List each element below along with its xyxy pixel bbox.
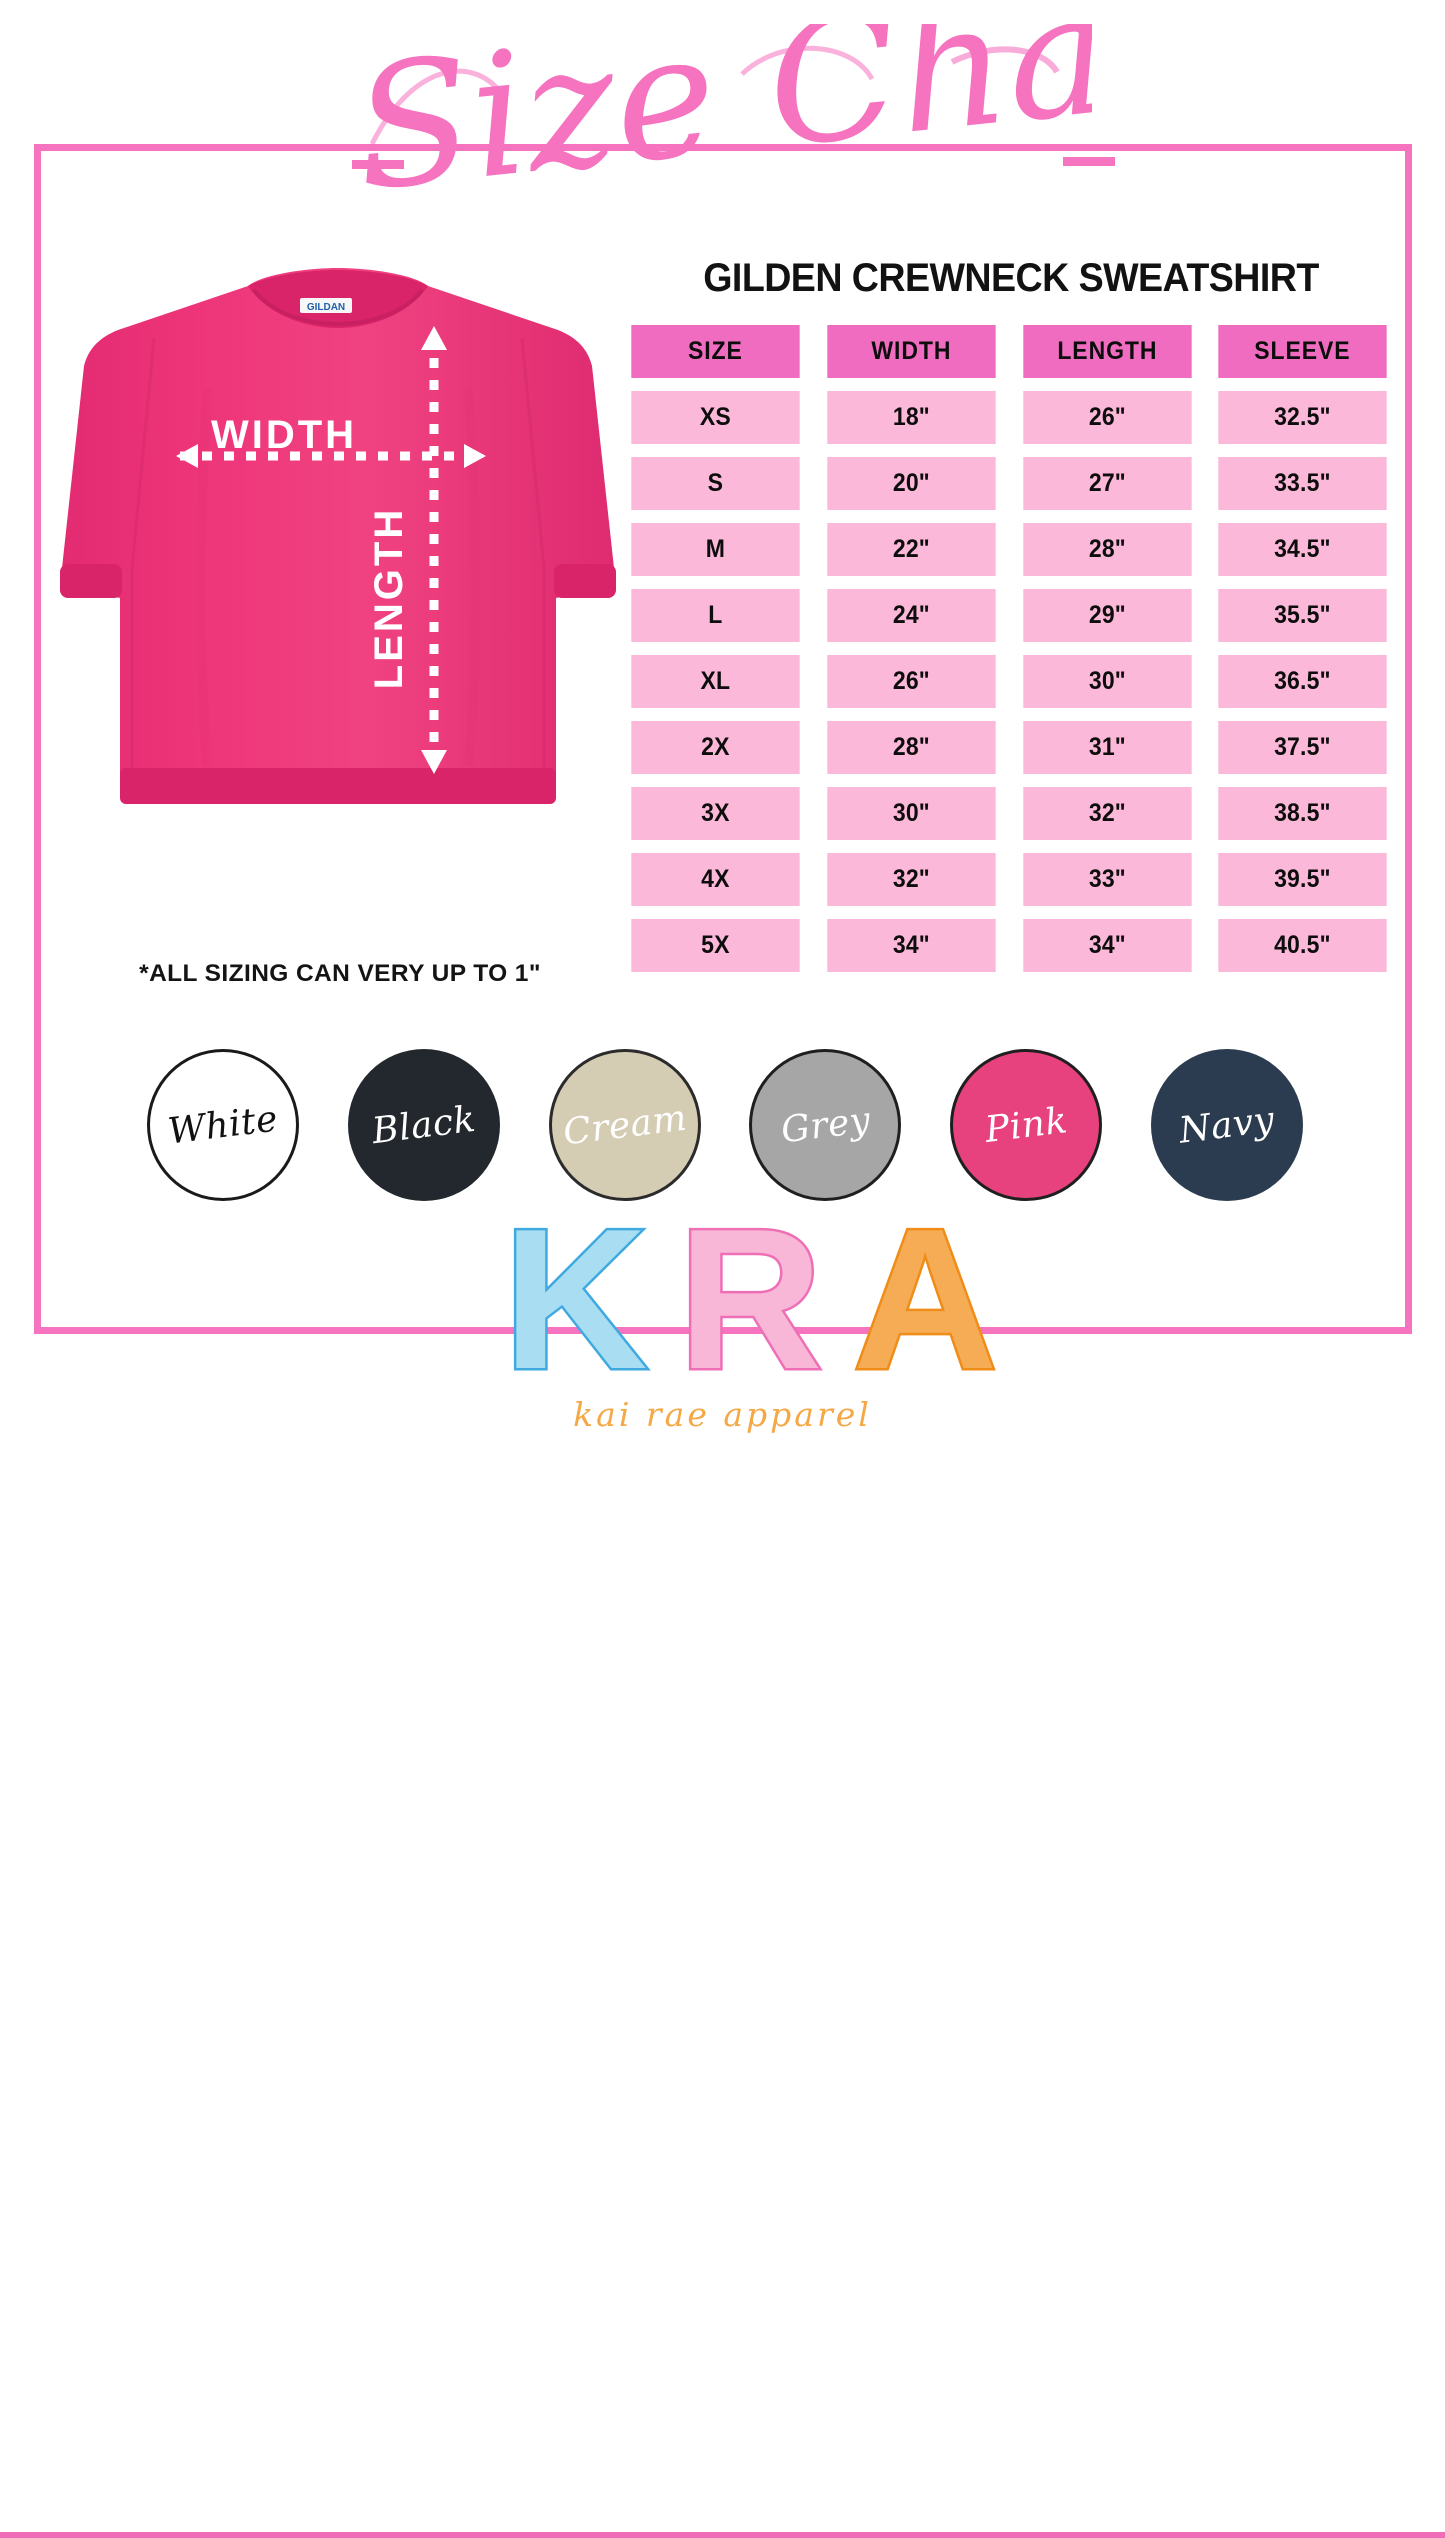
size-cell: M — [631, 523, 800, 576]
color-swatch-pink[interactable]: Pink — [953, 1052, 1100, 1198]
color-swatch-label: Navy — [1177, 1098, 1277, 1152]
measure-cell-sleeve: 32.5" — [1218, 391, 1387, 444]
color-swatch-label: Black — [369, 1098, 478, 1152]
product-name-heading: GILDEN CREWNECK SWEATSHIRT — [703, 256, 1319, 300]
sweatshirt-illustration: GILDAN WIDTH LENGTH — [58, 268, 618, 928]
table-header-row: SIZE WIDTH LENGTH SLEEVE — [624, 325, 1394, 378]
measure-cell-sleeve: 37.5" — [1218, 721, 1387, 774]
size-cell: XL — [631, 655, 800, 708]
table-row: S 20" 27" 33.5" — [624, 457, 1394, 510]
color-swatch-grey[interactable]: Grey — [752, 1052, 899, 1198]
measure-cell-width: 18" — [827, 391, 996, 444]
logo-divider-line — [0, 2532, 1445, 2538]
measure-cell-length: 30" — [1022, 655, 1191, 708]
size-cell: S — [631, 457, 800, 510]
measure-cell-length: 29" — [1022, 589, 1191, 642]
length-measure-arrow — [421, 326, 447, 774]
measure-cell-width: 26" — [827, 655, 996, 708]
size-chart-table: SIZE WIDTH LENGTH SLEEVE XS 18" 26" 32.5" S 20" 27… — [624, 325, 1394, 985]
measure-cell-sleeve: 36.5" — [1218, 655, 1387, 708]
logo-letter-a: A — [853, 1200, 997, 1411]
length-label: LENGTH — [367, 507, 411, 689]
size-cell: 2X — [631, 721, 800, 774]
measure-cell-sleeve: 38.5" — [1218, 787, 1387, 840]
table-row: XL 26" 30" 36.5" — [624, 655, 1394, 708]
color-swatch-navy[interactable]: Navy — [1153, 1052, 1300, 1198]
measure-cell-length: 26" — [1022, 391, 1191, 444]
title-dash-left — [352, 160, 404, 169]
measure-cell-length: 31" — [1022, 721, 1191, 774]
measure-cell-sleeve: 35.5" — [1218, 589, 1387, 642]
measure-cell-sleeve: 39.5" — [1218, 853, 1387, 906]
size-chart-script-title: Size Chart — [352, 24, 1092, 230]
measure-cell-width: 22" — [827, 523, 996, 576]
table-row: L 24" 29" 35.5" — [624, 589, 1394, 642]
measure-cell-length: 28" — [1022, 523, 1191, 576]
measure-cell-width: 32" — [827, 853, 996, 906]
measure-cell-length: 33" — [1022, 853, 1191, 906]
table-row: 2X 28" 31" 37.5" — [624, 721, 1394, 774]
column-header-sleeve: SLEEVE — [1218, 325, 1387, 378]
svg-text:Size Chart: Size Chart — [352, 24, 1092, 230]
logo-letter-k: K — [503, 1200, 647, 1411]
brand-tagline: kai rae apparel — [573, 1395, 872, 1434]
title-dash-right — [1063, 157, 1115, 166]
table-row: 5X 34" 34" 40.5" — [624, 919, 1394, 972]
column-header-width: WIDTH — [827, 325, 996, 378]
svg-text:GILDAN: GILDAN — [307, 302, 345, 313]
color-swatch-black[interactable]: Black — [350, 1052, 497, 1198]
color-swatch-label: White — [165, 1097, 281, 1153]
measure-cell-sleeve: 33.5" — [1218, 457, 1387, 510]
color-swatch-label: Pink — [982, 1099, 1070, 1151]
sizing-disclaimer: *ALL SIZING CAN VERY UP TO 1" — [139, 960, 541, 987]
measure-cell-length: 34" — [1022, 919, 1191, 972]
measure-cell-sleeve: 40.5" — [1218, 919, 1387, 972]
measure-cell-width: 28" — [827, 721, 996, 774]
table-row: XS 18" 26" 32.5" — [624, 391, 1394, 444]
measure-cell-width: 24" — [827, 589, 996, 642]
column-header-length: LENGTH — [1022, 325, 1191, 378]
table-row: 4X 32" 33" 39.5" — [624, 853, 1394, 906]
size-cell: 5X — [631, 919, 800, 972]
gildan-brand-tag: GILDAN — [300, 298, 352, 313]
color-swatch-label: Cream — [560, 1097, 689, 1153]
table-row: 3X 30" 32" 38.5" — [624, 787, 1394, 840]
measure-cell-width: 20" — [827, 457, 996, 510]
column-header-size: SIZE — [631, 325, 800, 378]
size-cell: 3X — [631, 787, 800, 840]
color-swatch-list: White Black Cream Grey Pink Navy — [150, 1052, 1300, 1198]
measure-cell-width: 34" — [827, 919, 996, 972]
table-row: M 22" 28" 34.5" — [624, 523, 1394, 576]
width-label: WIDTH — [211, 413, 357, 457]
page-title: Size Chart — [0, 14, 1445, 244]
measure-cell-width: 30" — [827, 787, 996, 840]
color-swatch-white[interactable]: White — [150, 1052, 296, 1198]
size-cell: XS — [631, 391, 800, 444]
color-swatch-label: Grey — [778, 1099, 873, 1151]
page-border-frame — [34, 144, 1412, 1334]
measure-cell-length: 32" — [1022, 787, 1191, 840]
logo-letter-r: R — [678, 1200, 822, 1411]
measure-cell-sleeve: 34.5" — [1218, 523, 1387, 576]
measure-cell-length: 27" — [1022, 457, 1191, 510]
size-cell: L — [631, 589, 800, 642]
size-cell: 4X — [631, 853, 800, 906]
color-swatch-cream[interactable]: Cream — [551, 1052, 698, 1198]
